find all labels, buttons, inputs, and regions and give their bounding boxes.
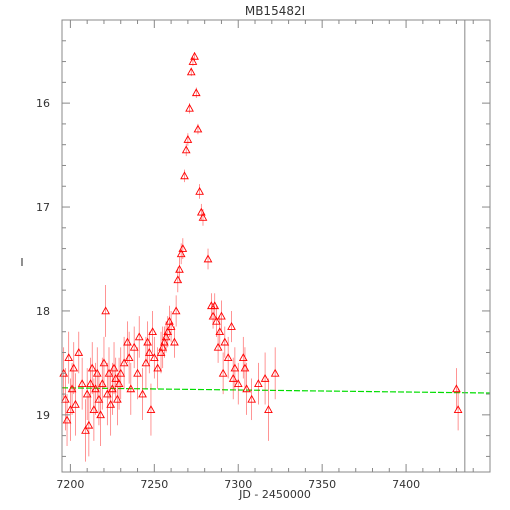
data-point xyxy=(193,124,203,133)
data-point xyxy=(146,405,156,413)
x-tick-label: 7350 xyxy=(308,478,336,491)
data-point xyxy=(190,51,199,60)
data-point xyxy=(87,363,97,372)
data-point xyxy=(64,353,74,362)
data-point xyxy=(210,301,220,310)
data-point xyxy=(242,384,251,393)
data-point xyxy=(185,103,194,112)
data-point xyxy=(82,389,92,398)
baseline-fit-line xyxy=(61,387,491,394)
plot-frame xyxy=(61,19,491,473)
data-point xyxy=(247,394,257,403)
data-point xyxy=(74,347,84,356)
data-point xyxy=(119,358,129,367)
data-point xyxy=(126,384,136,393)
data-point xyxy=(220,337,230,346)
data-point xyxy=(183,134,193,143)
data-point xyxy=(217,311,226,320)
data-point xyxy=(129,342,139,351)
y-tick-label: 17 xyxy=(36,201,50,214)
data-point xyxy=(99,358,109,367)
chart-title: MB15482I xyxy=(245,4,305,18)
x-tick-label: 7400 xyxy=(392,478,420,491)
x-tick-label: 7300 xyxy=(224,478,252,491)
data-point xyxy=(233,379,243,388)
y-tick-label: 19 xyxy=(36,409,50,422)
data-point xyxy=(452,384,461,393)
data-point xyxy=(188,57,198,65)
data-point xyxy=(175,264,184,273)
data-point xyxy=(171,306,181,315)
data-point xyxy=(178,244,188,252)
data-point xyxy=(212,316,221,325)
data-point xyxy=(260,373,270,382)
x-tick-label: 7250 xyxy=(140,478,168,491)
data-point xyxy=(104,368,114,377)
data-point xyxy=(227,322,236,330)
data-point xyxy=(191,88,201,97)
data-point xyxy=(81,425,90,434)
data-point xyxy=(170,337,179,346)
data-point xyxy=(218,368,228,377)
data-point xyxy=(195,186,204,195)
data-point xyxy=(77,379,87,388)
y-axis-label: I xyxy=(20,256,23,269)
data-point xyxy=(181,145,191,154)
data-point xyxy=(254,379,263,388)
data-point xyxy=(223,353,233,362)
x-axis-label: JD - 2450000 xyxy=(238,488,311,501)
data-point xyxy=(124,353,134,362)
data-point xyxy=(116,368,126,377)
data-point xyxy=(144,347,154,356)
data-point xyxy=(180,171,189,180)
data-point xyxy=(203,254,213,263)
x-tick-label: 7200 xyxy=(56,478,84,491)
data-point xyxy=(101,306,111,315)
data-point xyxy=(153,363,163,372)
data-point xyxy=(166,322,176,330)
data-point xyxy=(71,399,80,408)
y-tick-label: 18 xyxy=(36,305,50,318)
data-point xyxy=(270,368,280,377)
data-point xyxy=(186,67,196,76)
data-point xyxy=(133,368,142,377)
y-tick-label: 16 xyxy=(36,97,50,110)
data-point xyxy=(149,353,159,362)
data-point xyxy=(96,410,105,419)
data-point xyxy=(62,415,72,424)
data-point xyxy=(453,405,463,413)
data-point xyxy=(69,363,79,372)
data-point xyxy=(92,368,102,377)
data-point xyxy=(230,363,240,372)
data-point xyxy=(198,212,208,221)
data-point xyxy=(264,405,273,413)
data-point xyxy=(148,327,158,336)
data-point xyxy=(84,420,94,429)
data-point xyxy=(134,332,144,341)
data-point xyxy=(138,389,147,398)
